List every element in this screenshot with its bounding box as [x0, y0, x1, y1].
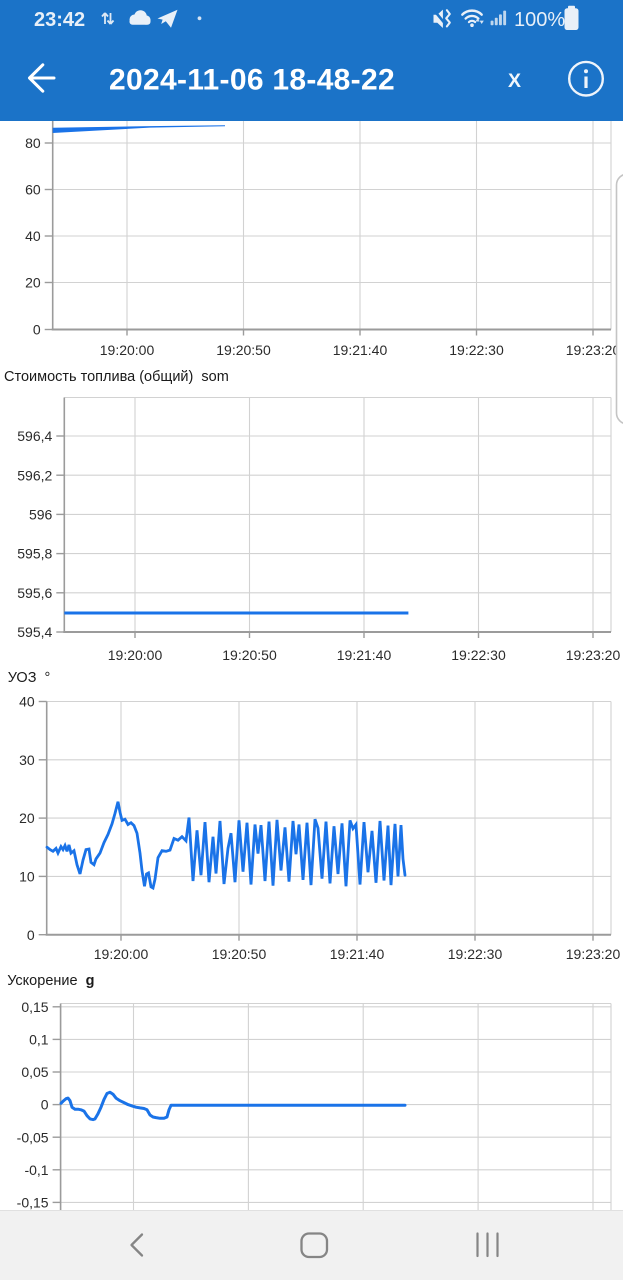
svg-text:19:21:40: 19:21:40	[330, 946, 385, 962]
svg-text:19:23:20: 19:23:20	[566, 946, 621, 962]
svg-text:19:22:30: 19:22:30	[448, 946, 503, 962]
svg-text:19:20:00: 19:20:00	[100, 342, 155, 358]
svg-text:X: X	[508, 70, 521, 92]
svg-text:0: 0	[41, 1097, 49, 1113]
svg-text:100%: 100%	[514, 9, 565, 31]
svg-text:19:20:50: 19:20:50	[222, 647, 277, 663]
svg-text:0,1: 0,1	[29, 1032, 49, 1048]
svg-text:40: 40	[25, 228, 41, 244]
svg-text:596: 596	[29, 507, 53, 523]
svg-text:0,05: 0,05	[21, 1064, 48, 1080]
svg-text:19:20:50: 19:20:50	[216, 342, 271, 358]
svg-text:Ускорение g: Ускорение g	[7, 973, 94, 989]
svg-text:-0,1: -0,1	[24, 1162, 48, 1178]
svg-text:19:20:00: 19:20:00	[108, 647, 163, 663]
svg-text:10: 10	[19, 869, 35, 885]
svg-text:30: 30	[19, 752, 35, 768]
svg-text:20: 20	[19, 810, 35, 826]
svg-text:595,8: 595,8	[17, 546, 52, 562]
svg-text:596,4: 596,4	[17, 428, 52, 444]
svg-text:19:23:20: 19:23:20	[566, 647, 621, 663]
svg-text:19:22:30: 19:22:30	[449, 342, 504, 358]
svg-text:19:23:20: 19:23:20	[566, 342, 621, 358]
svg-text:19:21:40: 19:21:40	[337, 647, 392, 663]
svg-text:23:42: 23:42	[34, 9, 85, 31]
svg-text:Стоимость топлива (общий) som: Стоимость топлива (общий) som	[4, 369, 229, 385]
svg-text:20: 20	[25, 275, 41, 291]
svg-text:0: 0	[27, 927, 35, 943]
svg-text:2024-11-06 18-48-22: 2024-11-06 18-48-22	[109, 64, 395, 97]
svg-text:19:20:50: 19:20:50	[212, 946, 267, 962]
svg-text:0: 0	[33, 322, 41, 338]
svg-text:0,15: 0,15	[21, 999, 48, 1015]
svg-text:595,4: 595,4	[17, 624, 52, 640]
svg-text:19:22:30: 19:22:30	[451, 647, 506, 663]
svg-text:80: 80	[25, 135, 41, 151]
svg-text:596,2: 596,2	[17, 467, 52, 483]
svg-text:19:21:40: 19:21:40	[333, 342, 388, 358]
svg-text:19:20:00: 19:20:00	[94, 946, 149, 962]
svg-text:595,6: 595,6	[17, 585, 52, 601]
svg-text:-0,05: -0,05	[17, 1129, 49, 1145]
svg-text:60: 60	[25, 182, 41, 198]
svg-text:УОЗ °: УОЗ °	[8, 670, 51, 686]
svg-text:-0,15: -0,15	[17, 1195, 49, 1211]
svg-text:40: 40	[19, 694, 35, 710]
